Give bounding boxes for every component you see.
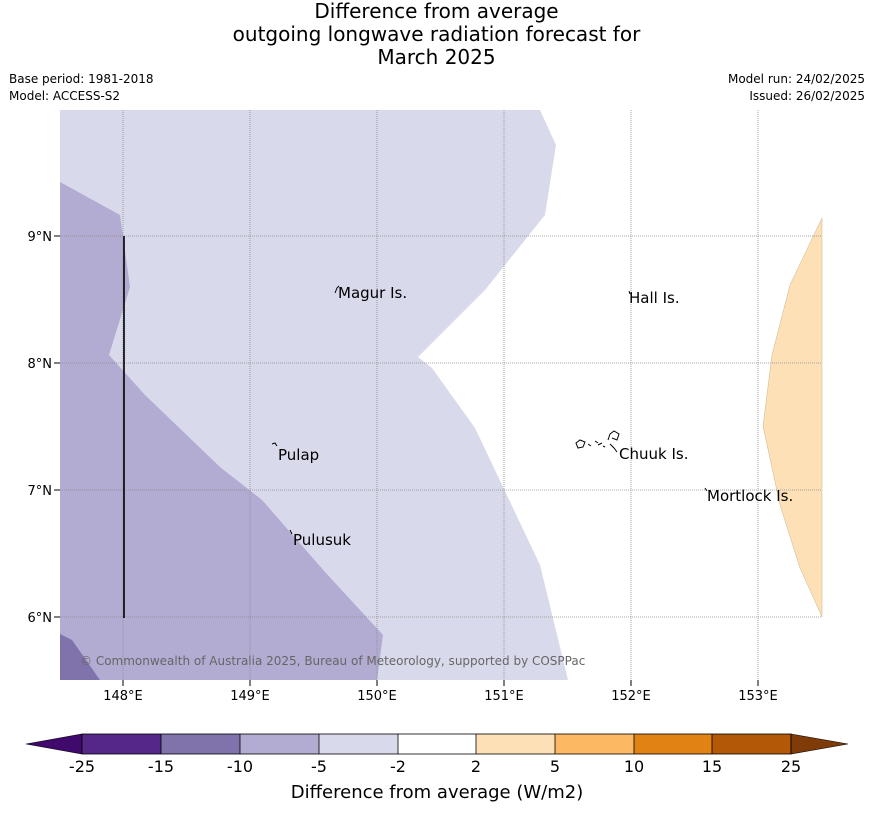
lon-label-153e: 153°E: [738, 689, 778, 704]
lon-label-152e: 152°E: [611, 689, 651, 704]
colorbar-tick-2: -10: [227, 757, 253, 776]
map-title-line-2: outgoing longwave radiation forecast for: [232, 22, 641, 46]
colorbar-segment-2: [161, 734, 240, 754]
colorbar-segment-3: [240, 734, 319, 754]
colorbar-segment-5: [398, 734, 476, 754]
lon-label-151e: 151°E: [484, 689, 524, 704]
place-label-magur: Magur Is.: [338, 284, 407, 302]
pulusuk-island-shape: [289, 529, 293, 535]
latitude-axis: 9°N 8°N 7°N 6°N: [28, 230, 60, 626]
hall-island-shape: [628, 290, 631, 295]
lon-label-150e: 150°E: [357, 689, 397, 704]
colorbar-tick-5: 2: [471, 757, 481, 776]
colorbar-label: Difference from average (W/m2): [291, 782, 583, 803]
colorbar-tick-4: -2: [390, 757, 406, 776]
lat-label-9n: 9°N: [28, 230, 53, 245]
colorbar-outline: [81, 733, 792, 755]
colorbar-segment-10: [790, 733, 849, 755]
map-title-line-3: March 2025: [377, 45, 496, 69]
colorbar-tick-1: -15: [148, 757, 174, 776]
lon-label-148e: 148°E: [103, 689, 143, 704]
colorbar-segment-6: [476, 734, 555, 754]
colorbar-tick-8: 15: [702, 757, 722, 776]
lat-label-6n: 6°N: [28, 611, 53, 626]
colorbar-tick-7: 10: [624, 757, 644, 776]
colorbar-tick-0: -25: [69, 757, 95, 776]
lon-label-149e: 149°E: [230, 689, 270, 704]
anomaly-region-purple: [60, 634, 100, 680]
gridlines: [60, 110, 822, 680]
meta-left: Base period: 1981-2018 Model: ACCESS-S2: [9, 71, 154, 105]
colorbar-segment-8: [634, 734, 712, 754]
colorbar-tick-3: -5: [311, 757, 327, 776]
chuuk-island-shapes: [575, 430, 620, 453]
base-period-text: Base period: 1981-2018: [9, 72, 154, 86]
place-label-mortlock: Mortlock Is.: [707, 487, 793, 505]
lat-label-8n: 8°N: [28, 357, 53, 372]
magur-island-shape: [334, 285, 340, 294]
meta-right: Model run: 24/02/2025 Issued: 26/02/2025: [728, 71, 865, 105]
model-run-text: Model run: 24/02/2025: [727, 72, 865, 86]
longitude-axis: 148°E 149°E 150°E 151°E 152°E 153°E: [103, 680, 778, 704]
islands: [271, 285, 708, 535]
colorbar-segment-1: [82, 734, 161, 754]
colorbar-tick-6: 5: [550, 757, 560, 776]
model-text: Model: ACCESS-S2: [9, 89, 121, 103]
place-label-pulusuk: Pulusuk: [293, 531, 351, 549]
lat-label-7n: 7°N: [28, 484, 53, 499]
colorbar-segment-7: [555, 734, 634, 754]
anomaly-region-light-orange: [762, 217, 823, 618]
place-label-hall: Hall Is.: [629, 289, 680, 307]
copyright-text: © Commonwealth of Australia 2025, Bureau…: [80, 654, 585, 668]
map-title-line-1: Difference from average: [314, 0, 559, 23]
map-panel: Magur Is. Hall Is. Pulap Chuuk Is. Mortl…: [60, 110, 823, 680]
colorbar-segment-0: [25, 733, 83, 755]
mortlock-island-shape: [704, 487, 708, 492]
place-label-pulap: Pulap: [278, 446, 319, 464]
colorbar-segment-9: [712, 734, 791, 754]
colorbar-segment-4: [319, 734, 398, 754]
colorbar: -25 -15 -10 -5 -2 2 5 10 15 25 Differenc…: [25, 733, 849, 803]
anomaly-region-lavender: [60, 182, 383, 680]
issued-text: Issued: 26/02/2025: [749, 89, 865, 103]
pulap-island-shape: [271, 442, 278, 447]
colorbar-dividers: [160, 734, 713, 754]
place-label-chuuk: Chuuk Is.: [619, 445, 688, 463]
colorbar-tick-9: 25: [781, 757, 801, 776]
